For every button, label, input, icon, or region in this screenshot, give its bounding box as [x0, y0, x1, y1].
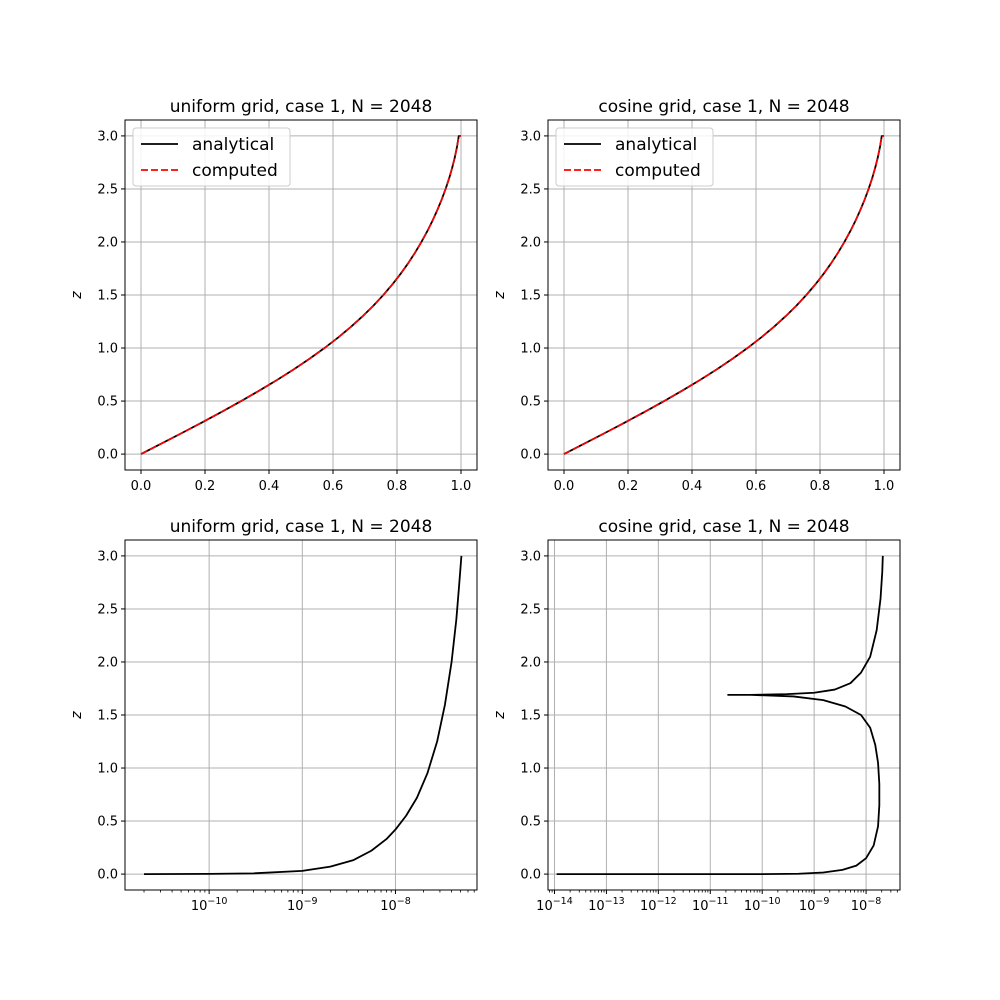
y-tick-label: 1.5 [97, 289, 118, 304]
subplot-2: 0.0 0.5 1.0 1.5 2.0 2.5 3.0 0.0 0.2 0.4 0.6 0.8 1.0 c… [492, 97, 901, 494]
x-tick-label: 10−13 [588, 896, 625, 914]
y-tick-label: 1.5 [520, 289, 541, 304]
y-axis-label: z [492, 711, 508, 720]
legend: analytical computed [555, 127, 714, 187]
x-tick-label: 0.6 [323, 479, 344, 494]
y-tick-label: 3.0 [520, 549, 541, 564]
subplot-1: 0.0 0.5 1.0 1.5 2.0 2.5 3.0 0.0 0.2 0.4 0.6 0.8 1.0 u… [69, 97, 478, 494]
y-tick-label: 2.5 [520, 602, 541, 617]
x-tick-label: 0.8 [387, 479, 408, 494]
x-tick-label: 10−14 [536, 896, 573, 914]
y-tick-label: 0.0 [520, 868, 541, 883]
x-tick-label: 0.4 [682, 479, 703, 494]
subplot-title: uniform grid, case 1, N = 2048 [170, 517, 433, 537]
legend-label: computed [192, 161, 278, 181]
series-line-computed [140, 135, 462, 455]
y-tick-label: 1.0 [97, 762, 118, 777]
x-tick-label: 1.0 [451, 479, 472, 494]
y-tick-label: 3.0 [97, 549, 118, 564]
y-tick-label: 0.0 [97, 448, 118, 463]
x-tick-label: 0.0 [554, 479, 575, 494]
x-tick-label: 10−8 [380, 896, 411, 914]
legend-box [132, 127, 291, 187]
x-tick-label: 1.0 [874, 479, 895, 494]
series-line-curve [144, 555, 463, 875]
subplot-title: cosine grid, case 1, N = 2048 [598, 97, 849, 117]
y-axis-label: z [69, 711, 85, 720]
series-line-computed [563, 135, 885, 455]
x-tick-label: 0.2 [195, 479, 216, 494]
y-tick-label: 1.5 [97, 709, 118, 724]
subplot-title: uniform grid, case 1, N = 2048 [170, 97, 433, 117]
x-tick-label: 10−8 [851, 896, 882, 914]
y-tick-label: 1.0 [520, 342, 541, 357]
y-tick-label: 0.5 [97, 395, 118, 410]
y-tick-label: 2.0 [520, 235, 541, 250]
x-tick-label: 0.4 [259, 479, 280, 494]
y-tick-label: 2.0 [520, 655, 541, 670]
y-tick-label: 2.5 [520, 182, 541, 197]
y-tick-label: 1.5 [520, 709, 541, 724]
y-tick-label: 0.0 [97, 868, 118, 883]
y-tick-label: 2.0 [97, 655, 118, 670]
x-tick-label: 0.2 [618, 479, 639, 494]
x-tick-label: 10−9 [799, 896, 830, 914]
y-axis-label: z [492, 291, 508, 300]
x-tick-label: 10−10 [191, 896, 228, 914]
legend-label: analytical [615, 135, 697, 155]
legend-label: computed [615, 161, 701, 181]
y-tick-label: 3.0 [520, 129, 541, 144]
x-tick-label: 10−11 [692, 896, 729, 914]
y-tick-label: 0.0 [520, 448, 541, 463]
legend-label: analytical [192, 135, 274, 155]
x-tick-label: 10−10 [744, 896, 781, 914]
y-axis-label: z [69, 291, 85, 300]
y-tick-label: 1.0 [520, 762, 541, 777]
x-tick-label: 0.6 [746, 479, 767, 494]
x-tick-label: 10−12 [640, 896, 677, 914]
x-tick-label: 0.8 [810, 479, 831, 494]
subplot-3: 0.0 0.5 1.0 1.5 2.0 2.5 3.0 10−10 10−9 10−8 unifor… [69, 517, 478, 914]
subplot-4: 0.0 0.5 1.0 1.5 2.0 2.5 3.0 10−14 10−13 10−12 10−1… [492, 517, 901, 914]
legend-box [555, 127, 714, 187]
legend: analytical computed [132, 127, 291, 187]
y-tick-label: 0.5 [97, 815, 118, 830]
subplot-title: cosine grid, case 1, N = 2048 [598, 517, 849, 537]
y-tick-label: 2.5 [97, 602, 118, 617]
x-tick-label: 10−9 [287, 896, 318, 914]
y-tick-label: 0.5 [520, 815, 541, 830]
x-tick-label: 0.0 [131, 479, 152, 494]
y-tick-label: 0.5 [520, 395, 541, 410]
y-tick-label: 1.0 [97, 342, 118, 357]
y-tick-label: 2.5 [97, 182, 118, 197]
series-line-curve [556, 555, 884, 875]
y-tick-label: 2.0 [97, 235, 118, 250]
y-tick-label: 3.0 [97, 129, 118, 144]
